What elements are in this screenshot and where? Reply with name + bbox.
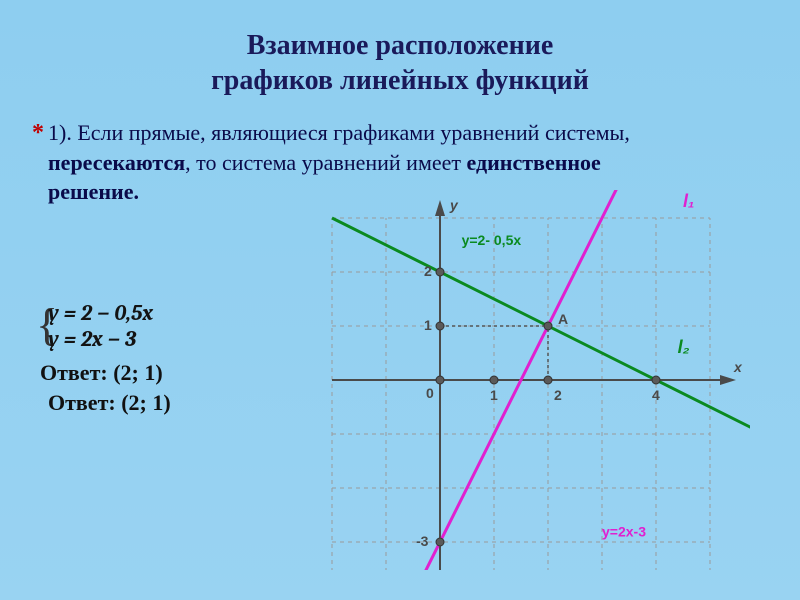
svg-text:l₁: l₁ bbox=[683, 191, 694, 211]
answer-label-1: Ответ: (2; 1) bbox=[40, 360, 163, 386]
svg-text:A: A bbox=[558, 311, 568, 327]
page-title: Взаимное расположение графиков линейных … bbox=[0, 0, 800, 98]
answer-label-2: Ответ: (2; 1) bbox=[48, 390, 171, 416]
svg-text:x: x bbox=[733, 359, 743, 375]
svg-text:1: 1 bbox=[424, 317, 432, 333]
body-emph: пересекаются bbox=[48, 150, 185, 175]
svg-text:4: 4 bbox=[652, 387, 660, 403]
svg-text:y=2x-3: y=2x-3 bbox=[602, 524, 646, 540]
svg-text:l₂: l₂ bbox=[678, 337, 690, 357]
title-line-1: Взаимное расположение bbox=[247, 30, 554, 61]
body-prefix: 1). Если прямые, являющиеся графиками ур… bbox=[48, 120, 630, 145]
svg-text:y: y bbox=[449, 197, 459, 213]
title-line-2: графиков линейных функций bbox=[211, 65, 589, 96]
asterisk-icon: * bbox=[32, 120, 44, 147]
chart-svg: x y 0 1 2 4 1 2 -3 Ay=2- 0,5x y=2x-3 l₁ l₂ bbox=[320, 190, 750, 570]
svg-text:-3: -3 bbox=[416, 533, 429, 549]
equation-2: y = 2x − 3 bbox=[48, 326, 153, 352]
equation-system: y = 2 − 0,5x y = 2x − 3 bbox=[48, 300, 153, 352]
svg-text:2: 2 bbox=[424, 263, 432, 279]
svg-text:y=2- 0,5x: y=2- 0,5x bbox=[462, 232, 522, 248]
body-middle: , то система уравнений имеет bbox=[185, 150, 466, 175]
chart: x y 0 1 2 4 1 2 -3 Ay=2- 0,5x y=2x-3 l₁ l₂ bbox=[320, 190, 750, 570]
svg-text:2: 2 bbox=[554, 387, 562, 403]
svg-text:1: 1 bbox=[490, 387, 498, 403]
svg-text:0: 0 bbox=[426, 385, 434, 401]
equation-1: y = 2 − 0,5x bbox=[48, 300, 153, 326]
